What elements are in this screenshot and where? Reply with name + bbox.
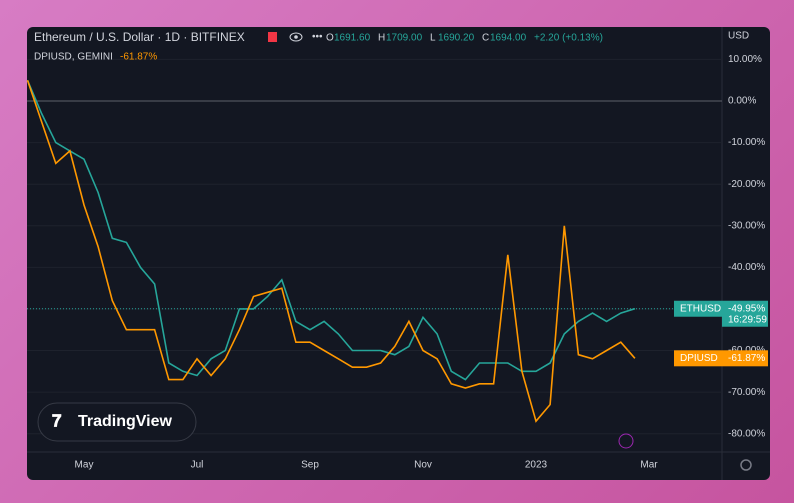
series-line xyxy=(26,79,636,423)
flag-icon[interactable] xyxy=(268,32,277,42)
y-tick-label: -70.00% xyxy=(728,387,765,398)
compare-symbol: DPIUSD, GEMINI xyxy=(34,52,113,63)
value-tag-label: -61.87% xyxy=(728,353,765,364)
ohlc-value: 1690.20 xyxy=(438,33,475,44)
x-tick-label: Jul xyxy=(191,460,204,471)
ohlc-value: 1709.00 xyxy=(386,33,423,44)
eye-icon[interactable] xyxy=(289,32,303,42)
value-tag xyxy=(722,350,768,367)
settings-icon[interactable] xyxy=(740,459,752,471)
y-tick-label: -40.00% xyxy=(728,262,765,273)
x-tick-label: Mar xyxy=(640,460,658,471)
y-tick-label: -80.00% xyxy=(728,428,765,439)
symbol-title[interactable]: Ethereum / U.S. Dollar · 1D · BITFINEX xyxy=(34,30,245,44)
panel xyxy=(27,27,770,480)
series-tag xyxy=(674,300,722,317)
countdown: 16:29:59 xyxy=(728,314,767,325)
y-tick-label: 10.00% xyxy=(728,54,762,65)
x-tick-label: Nov xyxy=(414,460,432,471)
logo-badge[interactable] xyxy=(37,402,197,442)
y-tick-label: -30.00% xyxy=(728,220,765,231)
ohlc-key: C xyxy=(482,33,489,44)
eye-pupil xyxy=(294,35,298,39)
logo-mark: 𝟕 xyxy=(52,411,62,430)
change: +2.20 (+0.13%) xyxy=(534,33,603,44)
ohlc-key: O xyxy=(326,33,334,44)
ohlc-value: 1694.00 xyxy=(490,33,527,44)
series-tag-name: ETHUSD xyxy=(680,303,721,314)
logo-text: TradingView xyxy=(78,413,173,430)
y-tick-label: -10.00% xyxy=(728,137,765,148)
x-tick-label: Sep xyxy=(301,460,319,471)
value-tag-label: -49.95% xyxy=(728,303,765,314)
ohlc-value: 1691.60 xyxy=(334,33,371,44)
compare-value: -61.87% xyxy=(120,52,157,63)
lightning-icon[interactable] xyxy=(618,433,634,449)
currency[interactable]: USD xyxy=(728,31,749,42)
y-tick-label: -20.00% xyxy=(728,179,765,190)
more-icon[interactable]: ••• xyxy=(312,32,323,43)
series-line xyxy=(26,79,636,381)
y-tick-label: 0.00% xyxy=(728,96,756,107)
ohlc-key: L xyxy=(430,33,436,44)
series-tag-name: DPIUSD xyxy=(680,353,718,364)
x-tick-label: 2023 xyxy=(525,460,548,471)
x-tick-label: May xyxy=(75,460,94,471)
value-tag xyxy=(722,300,768,327)
ohlc-key: H xyxy=(378,33,385,44)
series-tag xyxy=(674,350,722,367)
